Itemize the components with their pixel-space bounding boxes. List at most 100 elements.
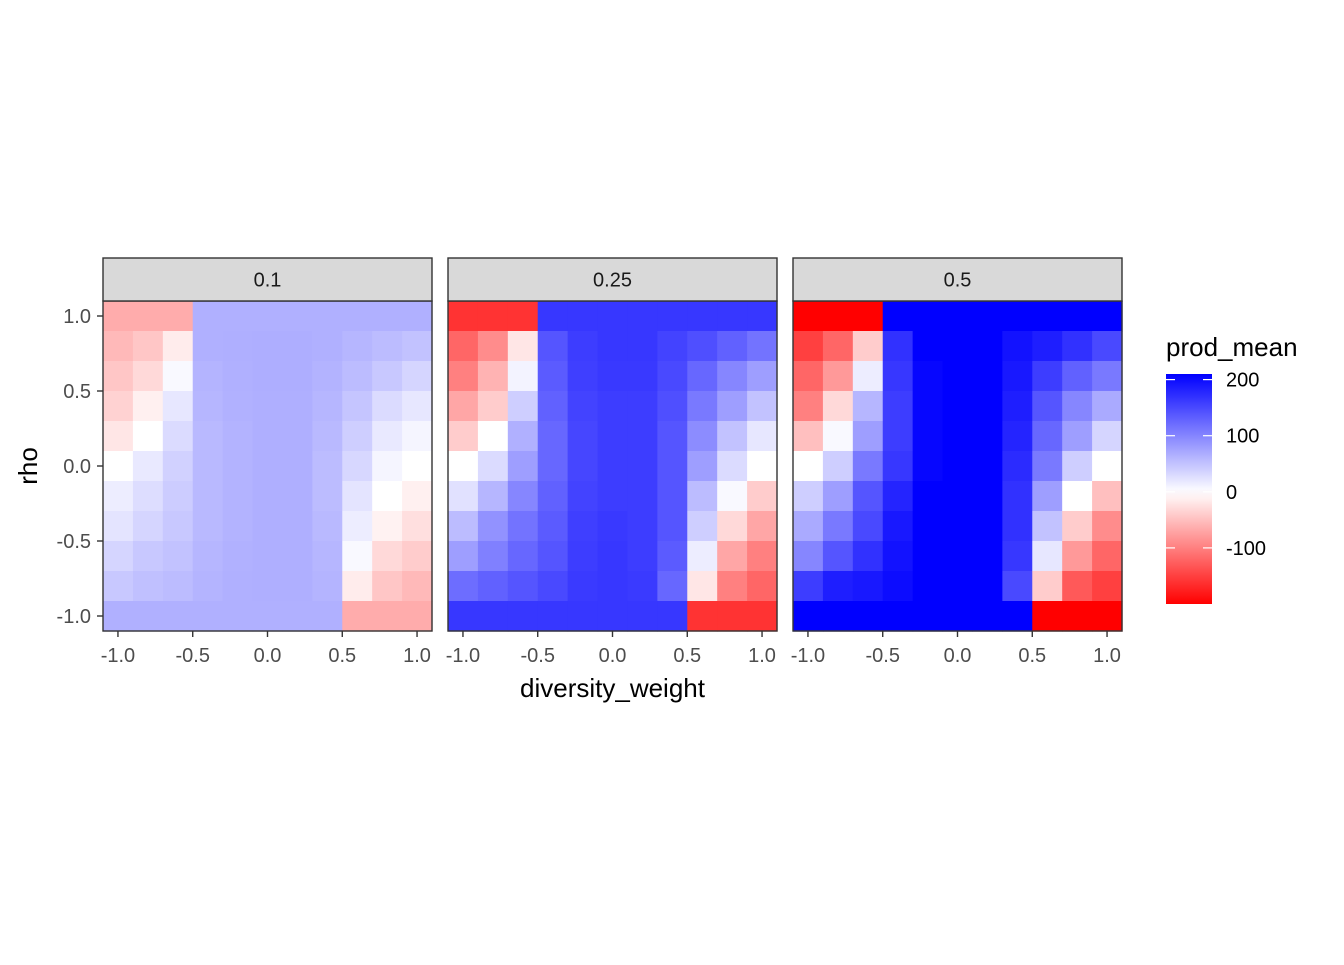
- heatmap-cell: [942, 361, 974, 392]
- heatmap-cell: [192, 391, 224, 422]
- heatmap-cell: [372, 391, 403, 422]
- heatmap-cell: [342, 481, 373, 512]
- heatmap-cell: [252, 421, 284, 452]
- heatmap-cell: [192, 361, 224, 392]
- heatmap-cell: [852, 301, 884, 332]
- heatmap-cell: [852, 571, 884, 602]
- heatmap-cell: [597, 421, 629, 452]
- heatmap-cell: [852, 601, 884, 632]
- x-tick-label: -0.5: [865, 645, 899, 667]
- heatmap-cell: [822, 391, 854, 422]
- heatmap-cell: [312, 481, 343, 512]
- x-tick-label: -1.0: [101, 645, 135, 667]
- heatmap-cell: [103, 391, 134, 422]
- y-tick-label: -0.5: [57, 531, 91, 553]
- heatmap-cell: [282, 451, 313, 482]
- x-axis-title: diversity_weight: [520, 673, 706, 703]
- heatmap-cell: [567, 361, 599, 392]
- heatmap-cell: [402, 451, 433, 482]
- heatmap-cell: [822, 451, 854, 482]
- heatmap-cell: [567, 481, 599, 512]
- heatmap-cell: [222, 481, 254, 512]
- heatmap-cell: [507, 481, 539, 512]
- heatmap-cell: [567, 451, 599, 482]
- heatmap-cell: [507, 421, 539, 452]
- y-tick-label: -1.0: [57, 606, 91, 628]
- heatmap-cell: [687, 601, 718, 632]
- heatmap-cell: [822, 571, 854, 602]
- legend-tick-label: 0: [1226, 482, 1237, 504]
- heatmap-cell: [822, 331, 854, 362]
- heatmap-cell: [1092, 601, 1123, 632]
- heatmap-cell: [1002, 481, 1033, 512]
- heatmap-cell: [822, 601, 854, 632]
- heatmap-cell: [132, 571, 164, 602]
- heatmap-cell: [537, 361, 569, 392]
- heatmap-cell: [657, 451, 688, 482]
- heatmap-cell: [657, 571, 688, 602]
- heatmap-cell: [717, 571, 748, 602]
- heatmap-cell: [342, 451, 373, 482]
- heatmap-cell: [912, 421, 944, 452]
- heatmap-cell: [372, 451, 403, 482]
- heatmap-cell: [448, 301, 479, 332]
- heatmap-cell: [882, 541, 914, 572]
- heatmap-cell: [448, 361, 479, 392]
- heatmap-cell: [1062, 451, 1093, 482]
- facet-strip: [102, 257, 433, 302]
- heatmap-cell: [507, 361, 539, 392]
- heatmap-cell: [252, 571, 284, 602]
- heatmap-cell: [103, 361, 134, 392]
- heatmap-cell: [312, 601, 343, 632]
- heatmap-cell: [252, 511, 284, 542]
- heatmap-cell: [222, 391, 254, 422]
- heatmap-cell: [192, 511, 224, 542]
- heatmap-cell: [402, 571, 433, 602]
- heatmap-cell: [282, 361, 313, 392]
- heatmap-cell: [597, 511, 629, 542]
- heatmap-cell: [192, 571, 224, 602]
- heatmap-cell: [627, 481, 658, 512]
- heatmap-cell: [1032, 601, 1063, 632]
- heatmap-cell: [282, 421, 313, 452]
- heatmap-cell: [972, 511, 1003, 542]
- heatmap-cell: [1032, 361, 1063, 392]
- heatmap-cell: [852, 361, 884, 392]
- heatmap-cell: [627, 451, 658, 482]
- heatmap-cell: [687, 571, 718, 602]
- heatmap-cell: [103, 421, 134, 452]
- heatmap-cell: [942, 451, 974, 482]
- heatmap-cell: [252, 391, 284, 422]
- heatmap-cell: [793, 511, 824, 542]
- heatmap-cell: [222, 361, 254, 392]
- heatmap-cell: [252, 301, 284, 332]
- heatmap-cell: [132, 541, 164, 572]
- heatmap-cell: [747, 571, 778, 602]
- heatmap-cell: [717, 601, 748, 632]
- heatmap-cell: [132, 391, 164, 422]
- heatmap-cell: [567, 301, 599, 332]
- heatmap-cell: [342, 511, 373, 542]
- heatmap-cell: [882, 421, 914, 452]
- heatmap-cell: [252, 481, 284, 512]
- heatmap-cell: [282, 481, 313, 512]
- heatmap-cell: [822, 421, 854, 452]
- heatmap-cell: [1032, 511, 1063, 542]
- heatmap-cell: [372, 481, 403, 512]
- heatmap-cell: [1062, 331, 1093, 362]
- heatmap-cell: [222, 511, 254, 542]
- x-tick-label: 0.5: [328, 645, 356, 667]
- heatmap-cell: [567, 391, 599, 422]
- heatmap-cell: [912, 541, 944, 572]
- heatmap-cell: [103, 571, 134, 602]
- heatmap-cell: [342, 541, 373, 572]
- heatmap-cell: [507, 541, 539, 572]
- heatmap-cell: [942, 541, 974, 572]
- heatmap-cell: [747, 331, 778, 362]
- heatmap-cell: [132, 451, 164, 482]
- heatmap-cell: [882, 571, 914, 602]
- heatmap-cell: [282, 571, 313, 602]
- heatmap-cell: [852, 421, 884, 452]
- heatmap-cell: [103, 331, 134, 362]
